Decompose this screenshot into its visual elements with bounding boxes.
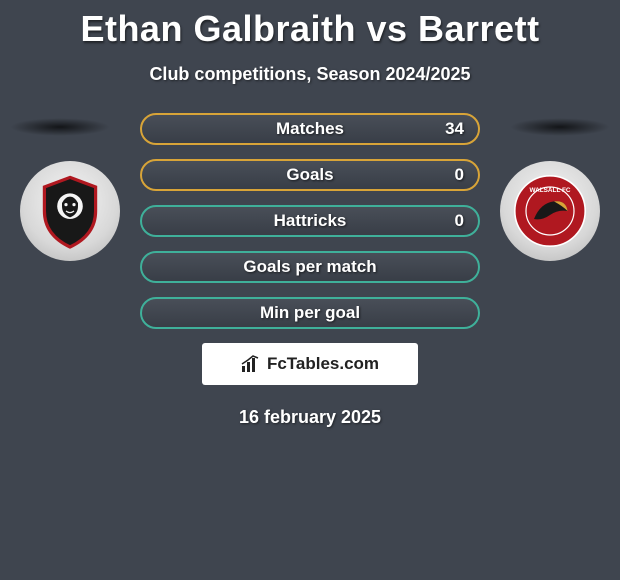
stat-label: Min per goal [260,303,360,323]
stat-value-right: 0 [455,165,464,185]
stat-label: Hattricks [274,211,347,231]
watermark-text: FcTables.com [267,354,379,374]
watermark: FcTables.com [202,343,418,385]
player-shadow-left [10,118,110,136]
player-shadow-right [510,118,610,136]
stat-label: Matches [276,119,344,139]
club-crest-icon: WALSALL FC [510,171,590,251]
page-title: Ethan Galbraith vs Barrett [0,0,620,50]
stat-value-right: 34 [445,119,464,139]
stat-row: Goals per match [140,251,480,283]
stat-label: Goals per match [243,257,376,277]
stat-row: Hattricks 0 [140,205,480,237]
date-caption: 16 february 2025 [0,407,620,428]
page-subtitle: Club competitions, Season 2024/2025 [0,64,620,85]
chart-icon [241,355,261,373]
shield-icon [30,171,110,251]
stat-row: Matches 34 [140,113,480,145]
stat-value-right: 0 [455,211,464,231]
svg-text:WALSALL FC: WALSALL FC [529,187,570,194]
stat-row: Min per goal [140,297,480,329]
club-badge-right: WALSALL FC [500,161,600,261]
stat-row: Goals 0 [140,159,480,191]
stat-label: Goals [286,165,333,185]
comparison-panel: WALSALL FC Matches34Goals0Hattricks0Goal… [0,113,620,428]
club-badge-left [20,161,120,261]
